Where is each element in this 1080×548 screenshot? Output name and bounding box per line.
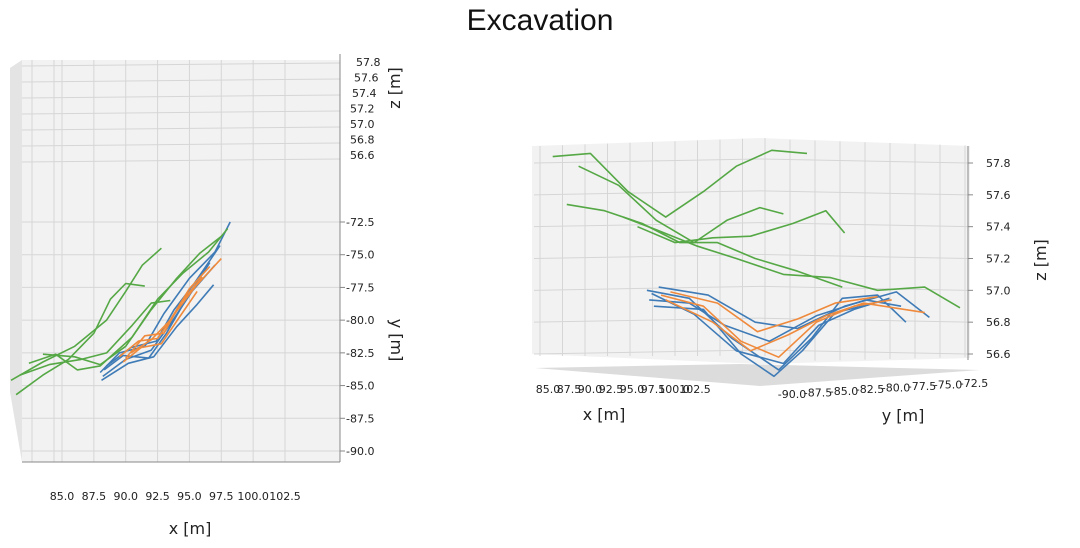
trajectory-blue (101, 284, 215, 381)
y-tick-label: -82.5 (346, 347, 374, 360)
chart-title: Excavation (466, 4, 614, 37)
z-tick-label: 57.6 (986, 189, 1011, 202)
x-tick-label: 90.0 (578, 383, 603, 396)
y-tick-label: -72.5 (960, 377, 988, 390)
x-tick-label: 92.5 (145, 490, 170, 503)
grid-line-z (533, 317, 761, 323)
grid-line-z (21, 126, 341, 131)
grid-line-z (759, 190, 969, 196)
grid-line-z (759, 317, 969, 323)
y-tick-label: -80.0 (346, 314, 374, 327)
x-tick-label: 95.0 (177, 490, 202, 503)
pane-side (10, 60, 22, 462)
y-tick-label: -85.0 (346, 380, 374, 393)
z-tick-label: 56.8 (986, 316, 1011, 329)
y-tick-label: -90.0 (346, 445, 374, 458)
z-tick-label: 57.4 (352, 87, 377, 100)
x-axis-label: x [m] (169, 519, 212, 538)
y-axis-label: y [m] (882, 406, 925, 425)
y-tick-label: -90.0 (778, 388, 806, 401)
z-tick-label: 57.4 (986, 221, 1011, 234)
x-tick-label: 92.5 (599, 383, 624, 396)
x-tick-label: 102.5 (679, 383, 711, 396)
grid-line-z (533, 285, 761, 291)
trajectory-green (637, 209, 846, 244)
trajectory-blue (651, 292, 890, 365)
x-tick-label: 95.0 (620, 383, 645, 396)
y-axis-label: y [m] (387, 319, 406, 362)
trajectory-orange (122, 290, 198, 363)
x-tick-label: 90.0 (113, 490, 138, 503)
trajectory-orange (118, 258, 222, 358)
z-tick-label: 57.8 (986, 157, 1011, 170)
top-view-panel: 85.0 87.5 90.0 92.5 95.0 97.5 100.0 102.5 x [m] -… (10, 54, 406, 538)
y-tick-label: -72.5 (346, 216, 374, 229)
z-tick-label: 57.8 (356, 56, 381, 69)
side-view-panel: 57.8 57.6 57.4 57.2 57.0 56.8 56.6 z [m] 85.087.… (532, 138, 1050, 425)
x-tick-label: 97.5 (641, 383, 666, 396)
z-tick-label: 57.2 (986, 253, 1011, 266)
grid-line-z (759, 285, 969, 291)
y-tick-label: -82.5 (856, 383, 884, 396)
trajectory-green (623, 216, 961, 309)
trajectory-orange (665, 299, 925, 352)
grid-line-z (21, 94, 341, 99)
x-tick-label: 85.0 (50, 490, 75, 503)
z-axis-label: z [m] (385, 67, 404, 109)
z-axis-label: z [m] (1031, 239, 1050, 281)
y-tick-label: -77.5 (908, 380, 936, 393)
trajectory-green (566, 203, 843, 288)
y-tick-label: -77.5 (346, 281, 374, 294)
z-tick-label: 57.6 (354, 72, 379, 85)
x-tick-label: 97.5 (209, 490, 234, 503)
z-tick-label: 57.2 (350, 103, 375, 116)
x-tick-label: 100.0 (658, 383, 690, 396)
y-tick-label: -87.5 (804, 386, 832, 399)
y-tick-label: -87.5 (346, 412, 374, 425)
grid-line-z (759, 158, 969, 164)
y-tick-label: -85.0 (830, 385, 858, 398)
pane-back (532, 138, 970, 364)
grid-line-z (21, 62, 341, 67)
x-tick-label: 102.5 (269, 490, 301, 503)
grid-line-z (533, 190, 761, 196)
trajectory-green (552, 149, 808, 218)
z-tick-label: 56.8 (350, 134, 375, 147)
x-tick-label: 100.0 (237, 490, 269, 503)
grid-line-z (21, 78, 341, 83)
z-tick-label: 56.6 (986, 348, 1011, 361)
trajectory-green (19, 299, 171, 376)
x-tick-label: 87.5 (557, 383, 582, 396)
pane-floor (535, 364, 980, 386)
grid-line-z (21, 110, 341, 115)
grid-line-z (21, 158, 341, 163)
grid-line-z (533, 254, 761, 259)
y-tick-label: -75.0 (934, 378, 962, 391)
z-tick-label: 57.0 (986, 284, 1011, 297)
x-axis-label: x [m] (583, 405, 626, 424)
trajectory-green (578, 165, 784, 244)
grid-line-z (533, 349, 761, 355)
y-tick-label: -75.0 (346, 249, 374, 262)
y-tick-label: -80.0 (882, 382, 910, 395)
trajectory-green (10, 247, 162, 381)
pane-back (22, 60, 340, 462)
trajectory-orange (125, 276, 203, 359)
z-tick-label: 56.6 (350, 149, 375, 162)
trajectory-blue (658, 286, 930, 330)
grid-line-z (533, 158, 761, 164)
x-tick-label: 87.5 (82, 490, 107, 503)
grid-line-z (21, 142, 341, 147)
trajectory-orange (130, 265, 211, 354)
trajectory-orange (670, 291, 878, 333)
grid-line-z (759, 254, 969, 259)
x-tick-label: 85.0 (536, 383, 561, 396)
trajectory-green (42, 235, 222, 366)
trajectory-green (15, 282, 145, 396)
z-tick-label: 57.0 (350, 118, 375, 131)
